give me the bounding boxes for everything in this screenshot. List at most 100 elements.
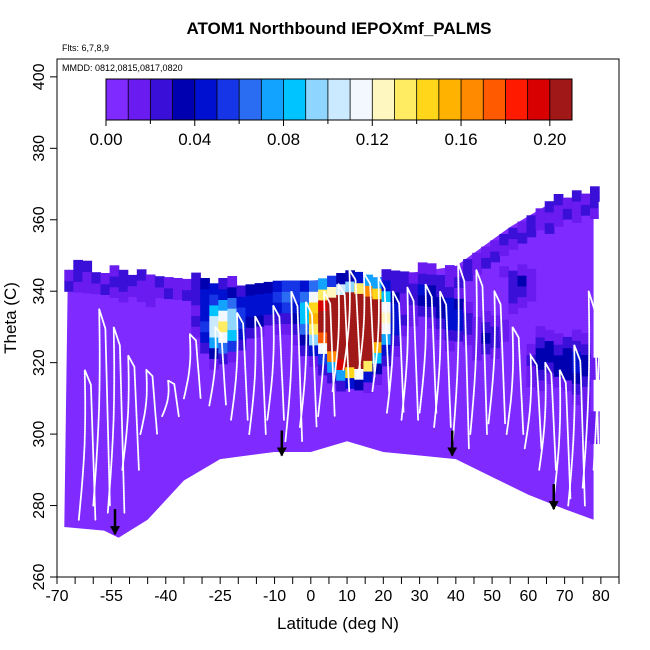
colorbar-tick-label: 0.00 bbox=[89, 130, 122, 149]
heat-cell bbox=[517, 221, 528, 233]
heat-cell bbox=[363, 328, 374, 340]
heat-cell bbox=[64, 280, 74, 292]
x-tick-label: -25 bbox=[209, 588, 232, 605]
flight-profile-trace bbox=[183, 331, 202, 400]
y-axis: 260 280 300 320 340 360 380 400 bbox=[31, 63, 57, 590]
colorbar-segment bbox=[483, 79, 506, 120]
colorbar: 0.00 0.04 0.08 0.12 0.16 0.20 bbox=[89, 78, 573, 149]
heat-cell bbox=[245, 284, 256, 296]
heat-cell bbox=[290, 301, 301, 314]
heat-cell bbox=[318, 321, 328, 333]
x-tick-label: 60 bbox=[519, 588, 537, 605]
y-tick-label: 280 bbox=[31, 492, 48, 519]
heat-cell bbox=[445, 318, 455, 330]
heat-cell bbox=[544, 329, 555, 342]
heat-cell bbox=[245, 305, 256, 317]
heat-cell bbox=[109, 286, 120, 298]
heat-cell bbox=[553, 354, 564, 367]
heat-cell bbox=[281, 291, 292, 303]
heat-cell bbox=[209, 315, 219, 327]
heat-cell bbox=[508, 227, 519, 240]
heat-cell bbox=[481, 257, 491, 269]
heat-cell bbox=[236, 285, 247, 297]
flight-profile-trace bbox=[230, 312, 249, 421]
heat-cell bbox=[164, 287, 174, 300]
heat-cell bbox=[590, 368, 600, 380]
heat-cell bbox=[590, 186, 600, 198]
heat-cell bbox=[590, 422, 600, 434]
heat-cell bbox=[281, 312, 292, 324]
heat-cell bbox=[327, 307, 337, 320]
x-axis-label: Latitude (deg N) bbox=[277, 614, 399, 633]
heat-cell bbox=[309, 323, 319, 335]
heat-cell bbox=[309, 301, 319, 314]
heat-cell bbox=[200, 342, 210, 354]
heat-cell bbox=[508, 270, 519, 282]
y-tick-label: 340 bbox=[31, 278, 48, 305]
heat-cell bbox=[218, 310, 228, 322]
heat-cell bbox=[535, 347, 546, 359]
heat-cell bbox=[209, 358, 219, 370]
heat-cell bbox=[562, 369, 573, 381]
heat-cell bbox=[408, 283, 419, 295]
heat-cell bbox=[345, 323, 355, 336]
colorbar-tick-label: 0.08 bbox=[267, 130, 300, 149]
heat-cell bbox=[299, 312, 310, 324]
heat-cell bbox=[209, 283, 219, 295]
heat-cell bbox=[417, 283, 428, 296]
heat-cell bbox=[390, 334, 401, 347]
plot-area bbox=[56, 58, 620, 578]
heat-cell bbox=[381, 355, 392, 367]
heat-cell bbox=[182, 289, 192, 301]
heat-cell bbox=[445, 286, 455, 298]
heat-cell bbox=[345, 334, 355, 346]
y-tick-label: 260 bbox=[31, 564, 48, 591]
flight-profile-trace bbox=[592, 201, 612, 471]
y-tick-label: 380 bbox=[31, 135, 48, 162]
heat-cell bbox=[372, 363, 383, 375]
y-tick-label: 320 bbox=[31, 349, 48, 376]
heat-cell bbox=[200, 310, 210, 322]
x-tick-label: 20 bbox=[374, 588, 392, 605]
heat-cell bbox=[318, 299, 328, 312]
heat-cell bbox=[390, 281, 401, 293]
colorbar-tick-label: 0.16 bbox=[445, 130, 478, 149]
heat-cell bbox=[426, 274, 437, 286]
heat-cell bbox=[272, 312, 283, 325]
heat-cell bbox=[499, 319, 509, 332]
heat-cell bbox=[562, 208, 573, 220]
heat-cell bbox=[100, 283, 111, 295]
heat-cell bbox=[363, 360, 374, 372]
heat-cell bbox=[227, 297, 238, 309]
heat-cell bbox=[336, 369, 346, 381]
heat-cell bbox=[336, 337, 346, 349]
colorbar-segment bbox=[305, 79, 329, 120]
heat-cell bbox=[481, 332, 491, 344]
heat-cell bbox=[73, 259, 83, 272]
trace-layer bbox=[77, 201, 612, 521]
heat-cell bbox=[544, 361, 555, 374]
heat-cell bbox=[154, 276, 165, 288]
heat-cell bbox=[327, 372, 337, 384]
flight-profile-trace bbox=[161, 378, 180, 418]
heat-cell bbox=[272, 302, 283, 314]
heat-cell bbox=[191, 326, 201, 338]
heat-cell bbox=[345, 356, 355, 368]
descent-arrow bbox=[110, 509, 121, 536]
heat-cell bbox=[526, 343, 537, 356]
heat-cell bbox=[553, 365, 564, 377]
heat-cell bbox=[345, 366, 355, 379]
heat-cell bbox=[399, 303, 410, 315]
colorbar-tick-label: 0.20 bbox=[533, 130, 566, 149]
heat-cell bbox=[445, 329, 455, 341]
heat-cell bbox=[363, 349, 374, 361]
heat-cell bbox=[580, 408, 591, 420]
heat-cell bbox=[236, 328, 247, 340]
y-tick-label: 300 bbox=[31, 421, 48, 448]
heat-cell bbox=[318, 342, 328, 354]
heat-cell bbox=[372, 288, 383, 300]
heat-cell bbox=[426, 284, 437, 297]
flight-profile-trace bbox=[567, 344, 586, 507]
heat-cell bbox=[562, 197, 573, 209]
